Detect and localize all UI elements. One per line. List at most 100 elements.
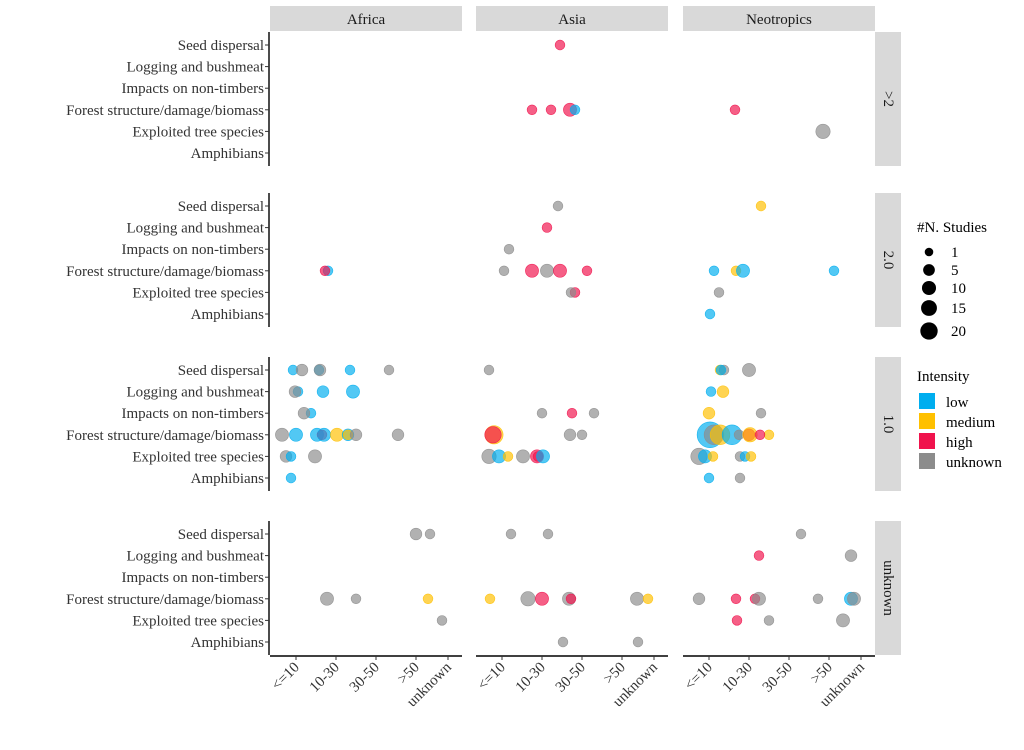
legend-size-label: 15 [951, 301, 966, 317]
strip-row-label-unknown: unknown [880, 560, 896, 616]
point-high [525, 263, 539, 278]
point-unknown [795, 528, 807, 540]
y-tick-label: Seed dispersal [178, 199, 264, 215]
point-high [753, 550, 765, 561]
column-strips: Africa Asia Neotropics [270, 6, 875, 31]
strip-row-label-1-0: 1.0 [880, 415, 896, 434]
point-unknown [383, 364, 395, 376]
legend-label-high: high [946, 435, 973, 451]
y-tick-label: Amphibians [191, 146, 264, 162]
legend-size-marker [924, 247, 934, 257]
point-unknown [752, 591, 766, 606]
point-medium [330, 427, 344, 442]
strip-label-neotropics: Neotropics [746, 12, 812, 28]
point-unknown [630, 591, 644, 606]
point-medium [716, 385, 730, 398]
point-low [344, 364, 356, 376]
point-high [484, 426, 502, 444]
x-tick-label: 10-30 [720, 660, 756, 696]
point-unknown [844, 549, 858, 562]
point-low [736, 263, 750, 278]
point-low [569, 104, 581, 116]
y-tick-label: Impacts on non-timbers [122, 406, 265, 422]
legend-swatch-unknown [919, 453, 935, 469]
legend-label-low: low [946, 395, 969, 411]
point-low [346, 384, 360, 399]
strip-label-asia: Asia [558, 12, 586, 28]
point-unknown [498, 265, 510, 276]
point-high [541, 222, 553, 233]
x-tick-label: <=10 [475, 660, 509, 694]
point-low [285, 472, 297, 484]
y-tick-label: Forest structure/damage/biomass [66, 103, 264, 119]
point-medium [502, 451, 514, 462]
point-unknown [308, 449, 322, 464]
y-tick-label: Logging and bushmeat [127, 549, 265, 565]
y-tick-label: Forest structure/damage/biomass [66, 264, 264, 280]
data-points [275, 39, 861, 648]
legend: #N. Studies15101520Intensitylowmediumhig… [917, 220, 1002, 471]
y-tick-label: Exploited tree species [132, 124, 264, 140]
point-low [285, 451, 297, 462]
legend-label-unknown: unknown [946, 455, 1002, 471]
point-low [708, 265, 720, 276]
y-tick-label: Impacts on non-timbers [122, 81, 265, 97]
y-tick-label: Logging and bushmeat [127, 385, 265, 401]
point-low [715, 364, 727, 376]
legend-size-marker [921, 300, 937, 316]
point-high [553, 263, 567, 278]
point-high [581, 265, 593, 276]
point-medium [484, 593, 496, 604]
point-high [554, 39, 566, 51]
point-unknown [713, 287, 725, 298]
point-high [730, 593, 742, 604]
point-high [754, 429, 766, 440]
legend-size-label: 20 [951, 324, 966, 340]
legend-size-title: #N. Studies [917, 220, 987, 236]
point-unknown [540, 263, 554, 278]
y-tick-label: Forest structure/damage/biomass [66, 428, 264, 444]
point-unknown [692, 592, 706, 605]
point-unknown [733, 429, 745, 440]
point-unknown [424, 528, 436, 540]
point-unknown [552, 200, 564, 212]
strip-row-2 [875, 32, 901, 166]
point-high [566, 408, 578, 419]
strip-neotropics [683, 6, 875, 31]
point-unknown [503, 244, 515, 255]
point-unknown [320, 591, 334, 606]
point-unknown [565, 287, 577, 298]
legend-size-label: 1 [951, 245, 959, 261]
point-high [545, 104, 557, 116]
strip-asia [476, 6, 668, 31]
point-medium [763, 429, 775, 440]
point-unknown [847, 591, 861, 606]
point-unknown [275, 427, 289, 442]
point-unknown [483, 364, 495, 376]
point-unknown [520, 591, 536, 607]
legend-size-marker [923, 264, 935, 276]
point-unknown [297, 407, 311, 420]
x-tick-label: 30-50 [553, 660, 589, 696]
point-unknown [734, 472, 746, 484]
point-unknown [632, 636, 644, 648]
y-tick-label: Exploited tree species [132, 449, 264, 465]
y-tick-label: Amphibians [191, 471, 264, 487]
point-unknown [588, 408, 600, 419]
y-tick-label: Seed dispersal [178, 38, 264, 54]
point-low [704, 308, 716, 320]
point-medium [745, 451, 757, 462]
point-unknown [409, 527, 423, 541]
y-tick-label: Amphibians [191, 635, 264, 651]
y-tick-label: Amphibians [191, 307, 264, 323]
point-unknown [505, 528, 517, 540]
x-tick-label: <=10 [269, 660, 303, 694]
point-unknown [576, 429, 588, 440]
point-unknown [755, 408, 767, 419]
point-unknown [516, 449, 530, 464]
legend-label-medium: medium [946, 415, 995, 431]
point-unknown [763, 615, 775, 626]
point-low [317, 427, 331, 442]
row-strips: >2 2.0 1.0 unknown [875, 32, 901, 655]
